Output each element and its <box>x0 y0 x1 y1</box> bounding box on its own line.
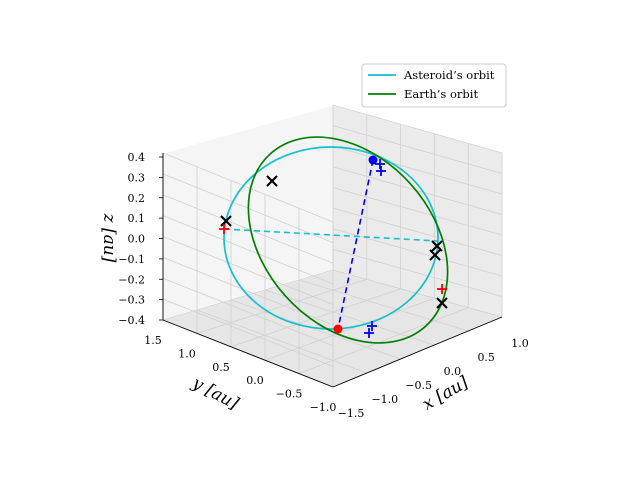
legend-label-asteroid: Asteroid’s orbit <box>403 68 495 82</box>
grid-line-right-horizontal <box>332 269 503 318</box>
x-tick-label: −1.5 <box>338 407 365 420</box>
grid-line-right-horizontal <box>332 228 503 277</box>
grid-line-left-horizontal <box>162 194 334 264</box>
grid-line-floor <box>298 279 469 332</box>
y-tick-label: 1.0 <box>178 347 196 360</box>
grid-line-floor <box>196 279 367 334</box>
grid-line-right-horizontal <box>332 207 503 256</box>
orbit-markers <box>219 155 448 338</box>
blue-dot-marker <box>368 155 378 165</box>
z-axis-title: z [au] <box>99 213 119 263</box>
x-tick-label: 0.5 <box>477 351 495 364</box>
x-tick-label: 1.0 <box>511 337 529 350</box>
x-stroke <box>266 175 278 187</box>
grid-line-left-horizontal <box>162 215 334 285</box>
z-tick-label: 0.0 <box>128 233 146 246</box>
legend-box <box>361 63 507 108</box>
x-stroke <box>429 249 441 261</box>
y-tick-label: −0.5 <box>276 388 303 401</box>
black-x-marker <box>429 249 441 261</box>
x-tick-label: −0.5 <box>405 379 432 392</box>
z-tick-label: 0.4 <box>128 151 146 164</box>
grid-line-right-horizontal <box>332 166 503 215</box>
y-axis-line <box>162 319 334 388</box>
black-x-marker <box>266 175 278 187</box>
z-tick-label: −0.4 <box>118 314 145 327</box>
red-plus-marker <box>219 224 229 234</box>
grid-line-floor <box>264 297 435 361</box>
blue-plus-marker <box>364 328 374 338</box>
tick-labels: 0.4 0.3 0.2 0.1 0.0 −0.1 −0.2 −0.3 −0.4 1.5 1.0 0.5… <box>118 151 528 420</box>
earth-dashed-line <box>337 159 374 330</box>
black-x-marker <box>436 297 448 309</box>
blue-plus-marker <box>367 321 377 331</box>
grid-line-right-horizontal <box>332 187 503 236</box>
blue-plus-marker <box>376 166 386 176</box>
y-tick-label: 1.5 <box>144 334 162 347</box>
x-axis-line <box>332 316 503 388</box>
grid-line-left-horizontal <box>162 152 334 223</box>
x-stroke <box>220 215 232 227</box>
z-tick-label: 0.3 <box>128 171 146 184</box>
grid-line-left-horizontal <box>162 298 334 367</box>
grid-line-right-horizontal <box>332 125 503 174</box>
grid-line-left-horizontal <box>162 277 334 347</box>
z-tick-label: −0.2 <box>118 273 145 286</box>
y-tick-label: 0.0 <box>246 374 264 387</box>
grid-lines <box>162 104 503 388</box>
x-tick-label: 0.0 <box>444 365 462 378</box>
grid-line-left-horizontal <box>162 236 334 305</box>
orbit-curves <box>223 136 449 344</box>
z-tick-label: −0.1 <box>118 253 145 266</box>
x-tick-label: −1.0 <box>371 393 398 406</box>
y-axis-title: y [au] <box>188 373 242 414</box>
red-dot-marker <box>333 324 343 334</box>
asteroid-dashed-line <box>223 228 439 242</box>
legend-label-earth: Earth’s orbit <box>404 87 478 101</box>
y-tick-label: −1.0 <box>310 401 337 414</box>
x-stroke <box>436 297 448 309</box>
z-tick-label: 0.1 <box>128 212 146 225</box>
grid-line-right-horizontal <box>332 104 503 154</box>
z-tick-label: −0.3 <box>118 294 145 307</box>
grid-line-floor <box>196 309 367 374</box>
black-x-marker <box>431 240 443 252</box>
grid-line-floor <box>230 299 401 360</box>
grid-line-right-horizontal <box>332 248 503 297</box>
legend: Asteroid’s orbit Earth’s orbit <box>361 63 507 108</box>
earth-orbit-curve <box>247 136 449 344</box>
x-stroke <box>431 240 443 252</box>
z-tick-label: 0.2 <box>128 192 146 205</box>
blue-plus-marker <box>375 159 385 169</box>
black-x-marker <box>220 215 232 227</box>
grid-line-floor <box>298 307 469 374</box>
y-tick-label: 0.5 <box>212 361 230 374</box>
grid-line-right-horizontal <box>332 145 503 195</box>
grid-line-floor <box>264 289 435 346</box>
red-plus-marker <box>437 284 447 294</box>
asteroid-orbit-curve <box>223 146 439 330</box>
